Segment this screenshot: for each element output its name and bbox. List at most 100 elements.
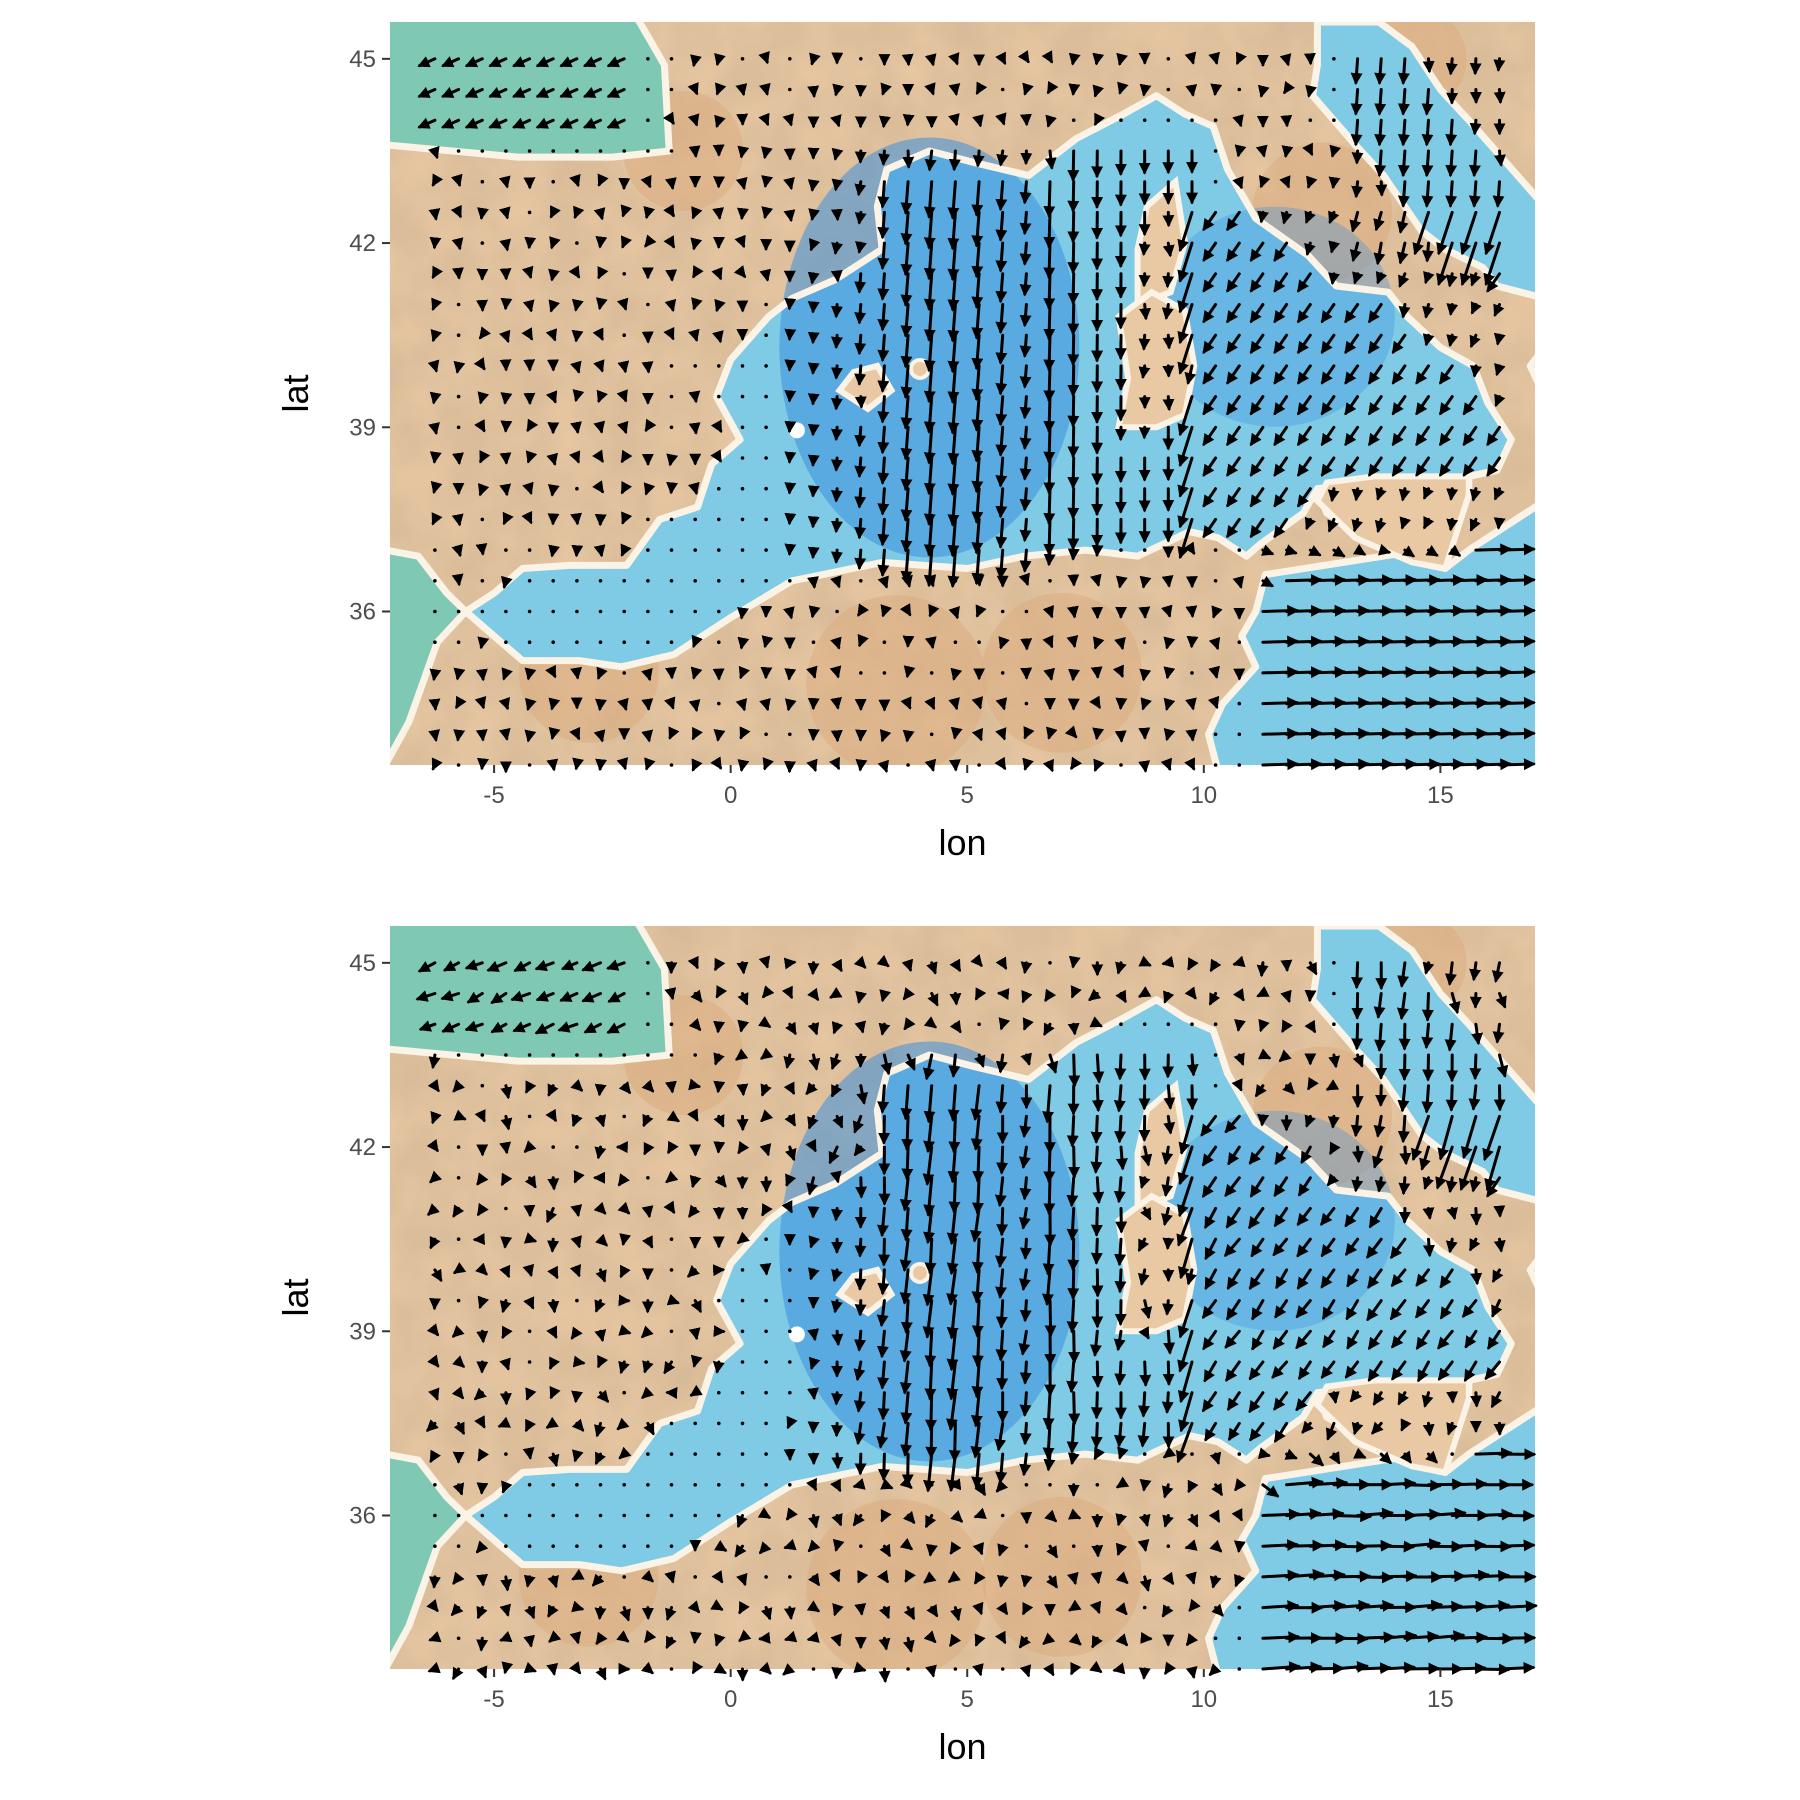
wind-vector [1090,1145,1103,1174]
x-tick-label: 5 [961,1686,974,1713]
wind-vector [1400,1418,1412,1432]
wind-vector [1211,605,1223,619]
wind-vector [1367,1268,1383,1289]
wind-vector [1203,1360,1218,1383]
wind-vector [1469,1053,1482,1081]
wind-vector [948,1114,961,1154]
wind-vector [417,86,437,98]
wind-vector [669,1237,674,1241]
wind-vector [480,517,485,522]
wind-vector [616,297,629,311]
wind-vector [806,1600,821,1613]
wind-vector [571,1568,585,1581]
wind-vector [788,1268,792,1272]
wind-vector [1422,1207,1435,1220]
wind-vector [1213,763,1218,767]
wind-vector [1368,1329,1383,1350]
wind-vector [995,456,1008,488]
wind-vector [1068,1599,1082,1612]
wind-vector [1226,517,1241,539]
wind-vector [1250,1237,1265,1258]
wind-vector [525,450,538,464]
wind-vector [501,1480,513,1494]
wind-vector [479,450,491,464]
wind-vector [569,173,581,188]
wind-vector [1091,1634,1103,1649]
wind-vector [1066,1360,1079,1394]
wind-vector [501,667,513,681]
wind-vector [617,697,629,711]
wind-vector [758,1661,772,1675]
wind-vector [971,180,984,217]
wind-vector [527,548,532,552]
wind-vector [1447,544,1462,557]
wind-vector [1469,118,1482,136]
wind-vector [1234,1573,1246,1588]
wind-vector [1493,332,1506,346]
wind-vector [622,333,626,338]
wind-vector [899,603,912,617]
wind-vector [764,333,768,338]
wind-vector [1166,57,1171,61]
wind-vector [972,149,985,168]
wind-vector [669,1544,674,1548]
wind-vector [717,486,721,491]
wind-vector [641,1386,655,1399]
wind-vector [1272,1237,1289,1257]
wind-vector [1043,456,1056,495]
wind-vector [429,391,442,405]
wind-vector [807,961,820,976]
wind-vector [808,1235,820,1249]
wind-vector [456,1176,461,1180]
wind-vector [900,696,912,710]
wind-vector [1234,1019,1246,1032]
wind-vector [740,486,745,491]
wind-vector [622,1053,626,1057]
wind-vector [1498,604,1536,617]
wind-vector [1225,1360,1241,1382]
wind-vector [902,149,915,169]
wind-vector [854,395,867,409]
wind-vector [1066,1114,1079,1148]
wind-vector [691,758,703,772]
wind-vector [1375,180,1388,197]
wind-vector [854,1329,867,1352]
wind-vector [1018,1329,1031,1356]
wind-vector [1162,1360,1175,1386]
wind-vector [809,52,821,66]
wind-vector [740,1360,745,1364]
wind-vector [1372,1391,1385,1406]
wind-vector [1019,364,1032,389]
wind-vector [971,1360,984,1399]
wind-vector [764,302,768,307]
wind-vector [948,1053,961,1078]
wind-vector [1322,1329,1336,1349]
wind-vector [1092,1053,1105,1084]
wind-vector [717,1513,721,1518]
wind-vector [831,1299,843,1314]
wind-vector [1067,180,1080,213]
wind-vector [971,1299,984,1338]
wind-vector [764,1421,768,1426]
wind-vector [947,1570,961,1583]
wind-vector [1139,668,1152,682]
wind-vector [1209,1451,1222,1465]
wind-vector [738,1629,752,1642]
wind-vector [669,1022,674,1026]
wind-vector [1068,52,1081,66]
wind-vector [1226,1299,1241,1321]
wind-vector [1019,1421,1032,1446]
wind-vector [504,1513,508,1518]
wind-vector [1487,1329,1501,1350]
wind-vector [665,1170,679,1184]
wind-vector [853,1360,866,1382]
wind-vector [1391,1329,1407,1349]
x-tick-label: 10 [1190,1686,1217,1713]
wind-vector [764,1390,768,1395]
wind-vector [568,265,581,279]
wind-vector [924,758,937,772]
wind-vector [900,364,913,399]
wind-vector [948,113,960,127]
wind-vector [1190,118,1194,122]
wind-vector [1226,395,1241,416]
